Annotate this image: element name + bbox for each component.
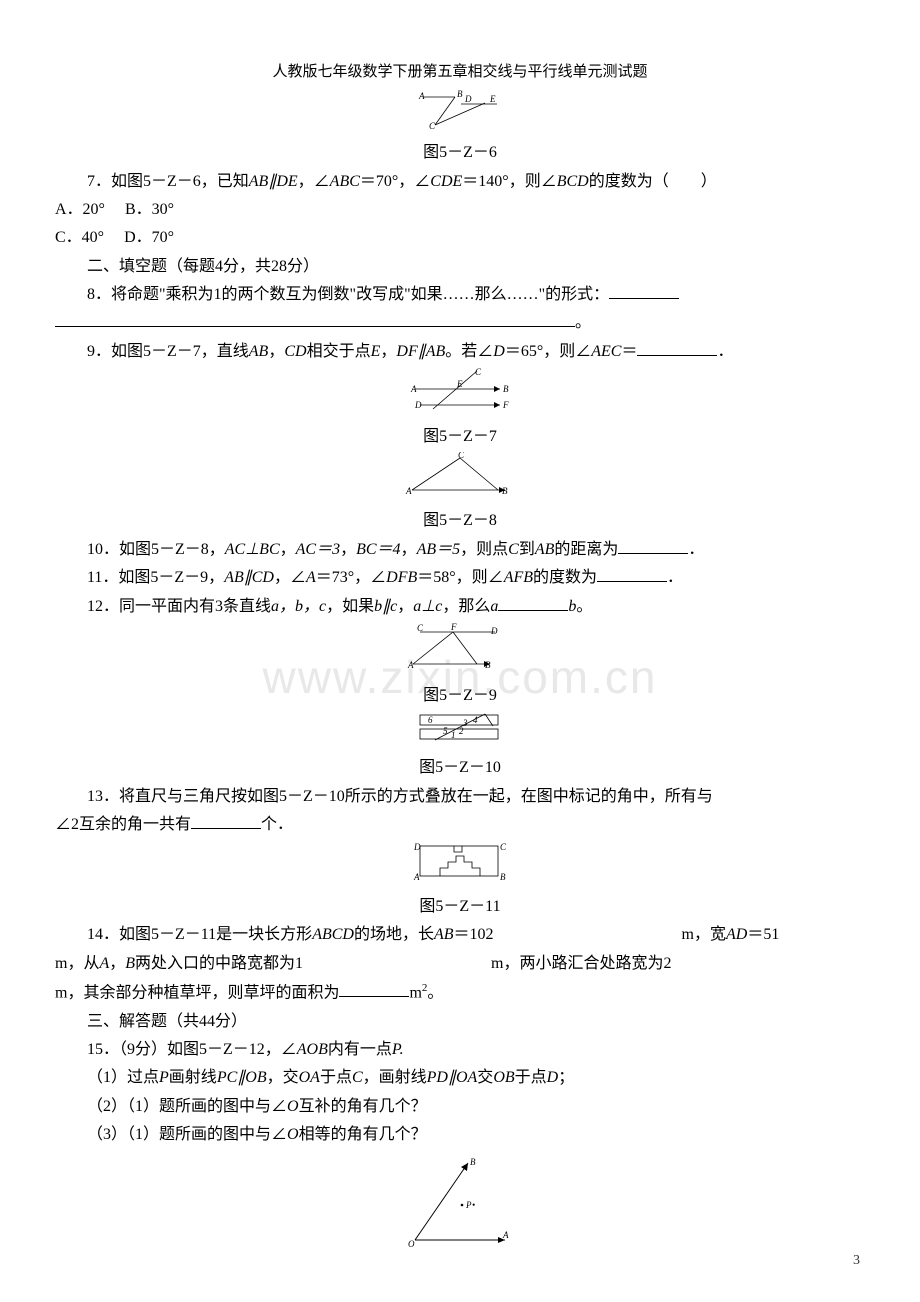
svg-text:C: C (429, 121, 436, 129)
svg-text:C: C (500, 842, 507, 852)
figure-5z7-label: 图5－Z－7 (55, 424, 865, 450)
svg-text:B: B (503, 384, 509, 394)
svg-text:B: B (457, 89, 463, 99)
svg-text:D: D (414, 400, 422, 410)
q15-part2: （2）（1）题所画的图中与∠O互补的角有几个？ (55, 1094, 865, 1120)
svg-text:E: E (489, 94, 496, 104)
figure-5z8: A B C (55, 452, 865, 506)
figure-5z6: A B C D E (55, 89, 865, 138)
figure-5z6-label: 图5－Z－6 (55, 140, 865, 166)
q12-text: 12．同一平面内有3条直线a，b，c，如果b∥c，a⊥c，那么ab。 (55, 594, 865, 620)
svg-text:A: A (413, 872, 420, 882)
svg-text:•: • (472, 1200, 475, 1210)
q7-text: 7．如图5－Z－6，已知AB∥DE，∠ABC＝70°，∠CDE＝140°，则∠B… (55, 169, 865, 195)
figure-5z10: 4 3 2 1 6 5 (55, 712, 865, 753)
q8-text: 8．将命题"乘积为1的两个数互为倒数"改写成"如果……那么……"的形式： (55, 282, 865, 308)
svg-text:F: F (450, 622, 457, 632)
svg-text:B: B (485, 660, 491, 670)
q15-part1: （1）过点P画射线PC∥OB，交OA于点C，画射线PD∥OA交OB于点D； (55, 1065, 865, 1091)
q8-blank-line: 。 (55, 310, 865, 336)
svg-text:2: 2 (459, 726, 464, 736)
svg-text:F: F (502, 400, 509, 410)
svg-text:D: D (464, 94, 472, 104)
q10-text: 10．如图5－Z－8，AC⊥BC，AC＝3，BC＝4，AB＝5，则点C到AB的距… (55, 537, 865, 563)
q13-text-a: 13．将直尺与三角尺按如图5－Z－10所示的方式叠放在一起，在图中标记的角中，所… (55, 784, 865, 810)
svg-text:D: D (490, 626, 498, 636)
q9-text: 9．如图5－Z－7，直线AB，CD相交于点E，DF∥AB。若∠D＝65°，则∠A… (55, 339, 865, 365)
section-3-heading: 三、解答题（共44分） (55, 1009, 865, 1035)
section-2-heading: 二、填空题（每题4分，共28分） (55, 254, 865, 280)
svg-text:6: 6 (428, 715, 433, 725)
q15-head: 15．（9分）如图5－Z－12，∠AOB内有一点P. (55, 1037, 865, 1063)
svg-text:5: 5 (443, 726, 448, 736)
page-header: 人教版七年级数学下册第五章相交线与平行线单元测试题 (55, 60, 865, 85)
svg-text:O: O (408, 1239, 415, 1249)
figure-5z12: B A O P • (55, 1155, 865, 1259)
svg-text:D: D (413, 842, 421, 852)
svg-text:A: A (407, 660, 414, 670)
figure-5z9: C F D A B (55, 622, 865, 681)
q11-text: 11．如图5－Z－9，AB∥CD，∠A＝73°，∠DFB＝58°，则∠AFB的度… (55, 565, 865, 591)
figure-5z10-label: 图5－Z－10 (55, 755, 865, 781)
svg-text:1: 1 (451, 730, 456, 740)
q14-line2: m，从A，B两处入口的中路宽都为1 m，两小路汇合处路宽为2 (55, 951, 865, 977)
figure-5z11: D C A B (55, 840, 865, 891)
svg-text:C: C (417, 623, 424, 633)
svg-text:E: E (456, 379, 463, 389)
svg-text:A: A (410, 384, 417, 394)
svg-text:4: 4 (473, 715, 478, 725)
svg-text:A: A (405, 486, 412, 496)
svg-text:P: P (465, 1200, 472, 1210)
q14-line1: 14．如图5－Z－11是一块长方形ABCD的场地，长AB＝102 m，宽AD＝5… (55, 922, 865, 948)
q15-part3: （3）（1）题所画的图中与∠O相等的角有几个？ (55, 1122, 865, 1148)
svg-text:C: C (458, 452, 465, 460)
figure-5z8-label: 图5－Z－8 (55, 508, 865, 534)
q7-choices-row2: C．40°D．70° (55, 225, 865, 251)
svg-text:C: C (475, 367, 482, 377)
figure-5z7: A B C D E F (55, 367, 865, 421)
q7-choices-row1: A．20°B．30° (55, 197, 865, 223)
svg-text:B: B (470, 1157, 476, 1167)
svg-text:B: B (502, 486, 508, 496)
svg-text:A: A (418, 91, 425, 101)
q13-text-line2: ∠2互余的角一共有个． (55, 812, 865, 838)
q14-line3: m，其余部分种植草坪，则草坪的面积为m2。 (55, 979, 865, 1007)
svg-text:B: B (500, 872, 506, 882)
svg-text:A: A (502, 1230, 509, 1240)
figure-5z9-label: 图5－Z－9 (55, 683, 865, 709)
figure-5z11-label: 图5－Z－11 (55, 894, 865, 920)
